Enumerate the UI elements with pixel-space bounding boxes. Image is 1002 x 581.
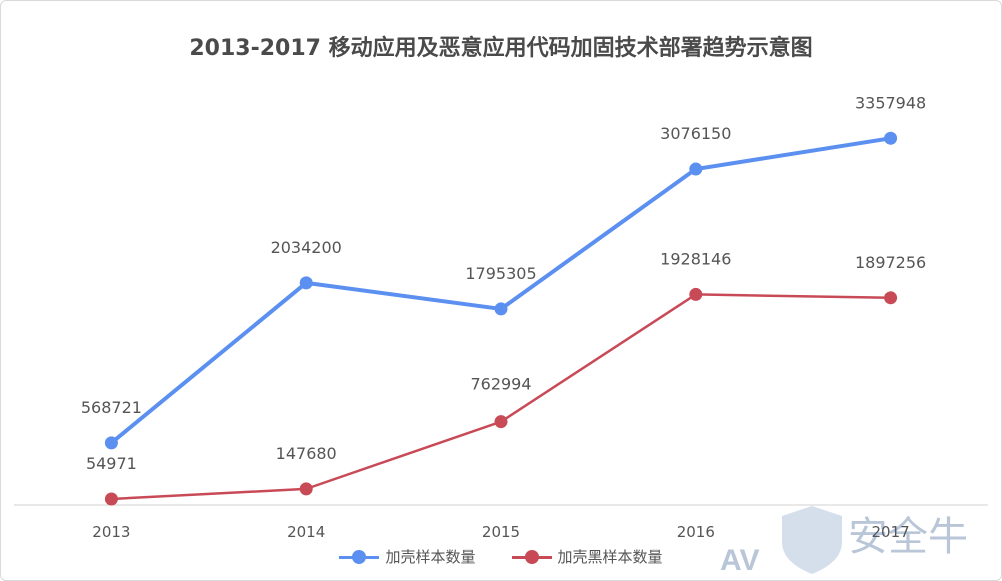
series-2-point (494, 415, 508, 429)
legend-item-series-2[interactable]: 加壳黑样本数量 (511, 546, 663, 567)
chart-title: 2013-2017 移动应用及恶意应用代码加固技术部署趋势示意图 (189, 36, 813, 61)
series-1-data-label: 3076150 (660, 124, 731, 143)
legend-item-series-1[interactable]: 加壳样本数量 (339, 546, 476, 567)
x-tick-label: 2017 (872, 523, 910, 541)
chart-legend: 加壳样本数量 加壳黑样本数量 (0, 546, 1002, 567)
series-1-point (494, 302, 508, 316)
series-2-point (884, 291, 898, 305)
series-2-data-label: 54971 (86, 454, 137, 473)
series-1-data-label: 2034200 (271, 238, 342, 257)
series-line-1 (110, 136, 891, 445)
series-line-2 (111, 293, 891, 501)
legend-marker-series-1 (352, 549, 367, 564)
series-2-point (689, 287, 703, 301)
series-1-point (299, 276, 313, 290)
x-tick-label: 2015 (482, 523, 520, 541)
series-2-data-label: 147680 (276, 444, 337, 463)
legend-swatch-series-2 (511, 549, 552, 564)
x-tick-label: 2013 (92, 523, 130, 541)
series-1-point (104, 436, 118, 450)
legend-swatch-series-1 (339, 549, 380, 564)
series-1-data-label: 568721 (81, 398, 142, 417)
series-2-data-label: 762994 (470, 375, 531, 394)
legend-marker-series-2 (524, 549, 539, 564)
legend-label-series-1: 加壳样本数量 (385, 548, 476, 566)
series-1-data-label: 1795305 (465, 264, 536, 283)
series-2-data-label: 1897256 (855, 253, 926, 272)
series-1-point (884, 131, 898, 145)
x-tick-label: 2016 (677, 523, 715, 541)
legend-label-series-2: 加壳黑样本数量 (557, 548, 663, 566)
x-tick-label: 2014 (287, 523, 325, 541)
series-1-data-label: 3357948 (855, 93, 926, 112)
series-2-data-label: 1928146 (660, 249, 731, 268)
series-1-point (689, 162, 703, 176)
series-2-point (104, 492, 118, 506)
series-2-point (299, 482, 313, 496)
